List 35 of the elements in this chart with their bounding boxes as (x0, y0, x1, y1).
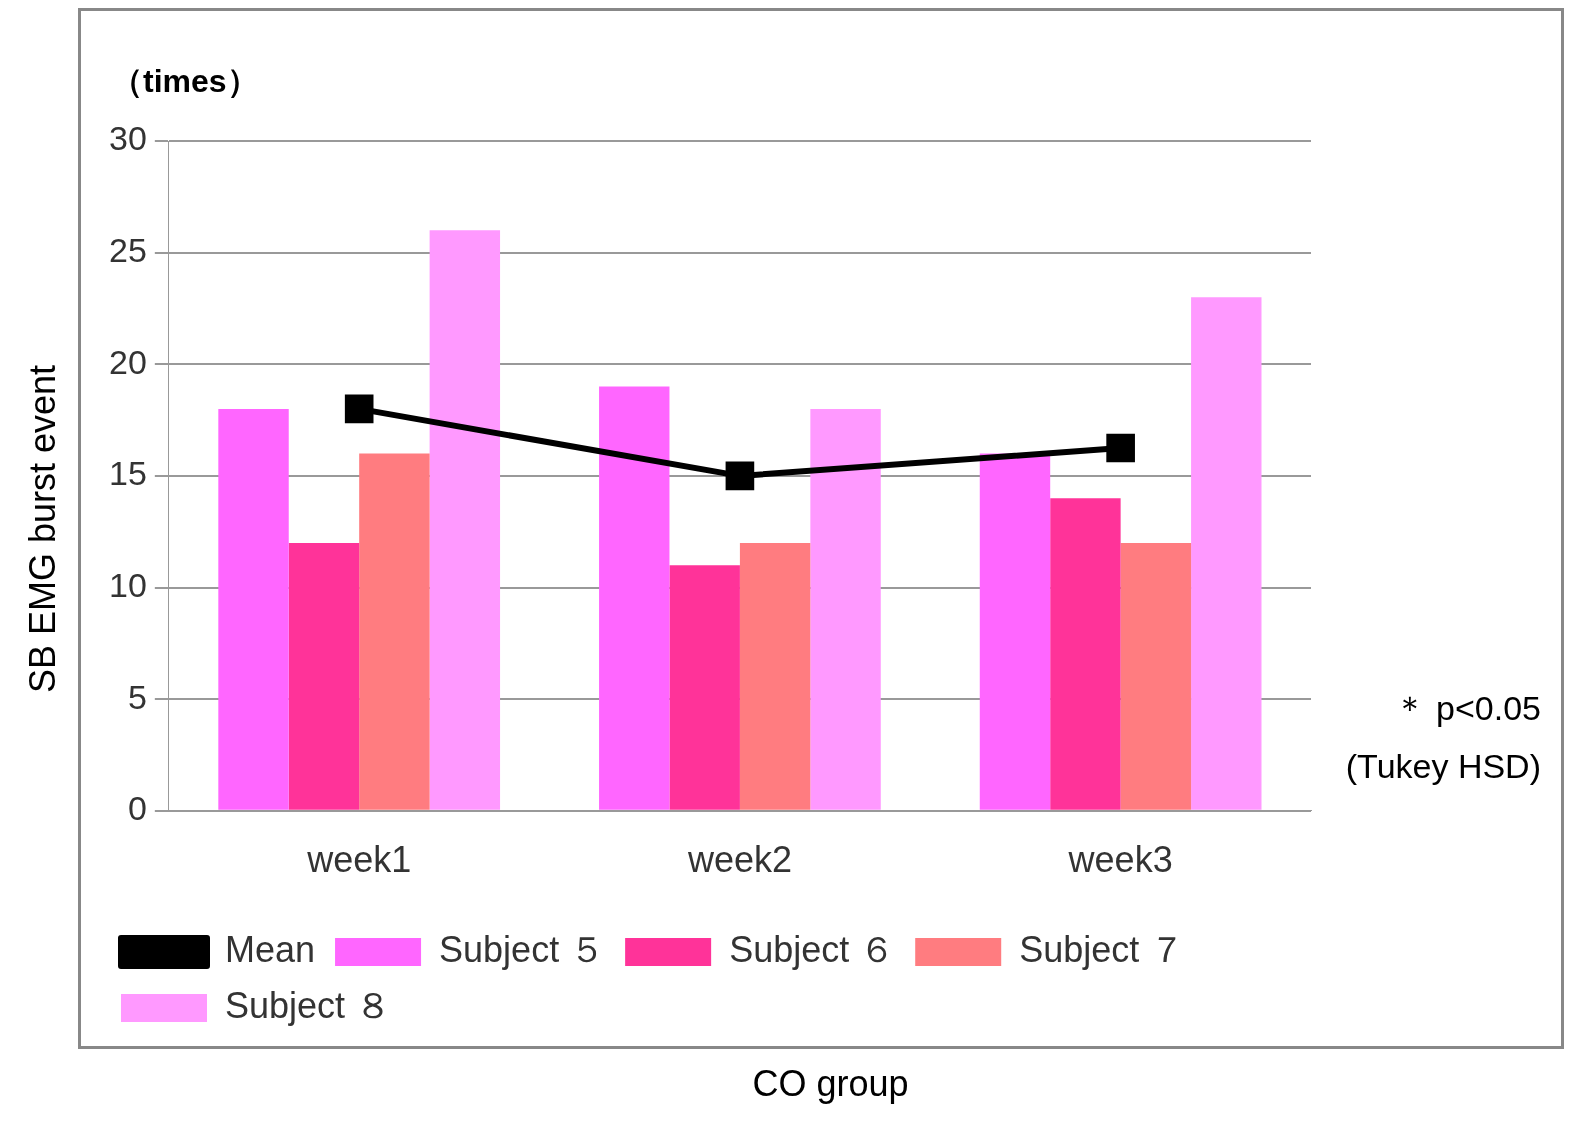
bar (1191, 297, 1262, 810)
legend-label: Subject ８ (225, 984, 392, 1026)
bar (429, 230, 501, 810)
y-tick-label: 10 (108, 565, 147, 604)
y-tick-label: 25 (108, 231, 147, 270)
point (1106, 433, 1135, 463)
bar (979, 453, 1051, 810)
y-tick-label: 0 (127, 789, 147, 828)
legend-label: Subject ７ (1019, 928, 1186, 970)
legend-label: Mean (225, 928, 316, 970)
point (344, 394, 374, 424)
text: (Tukey HSD) (1345, 747, 1541, 786)
bar (359, 453, 430, 810)
bar (599, 386, 670, 810)
bar (1050, 498, 1121, 810)
text: ＊ p<0.05 (1392, 689, 1541, 728)
bar (669, 565, 740, 810)
y-tick-label: 20 (108, 342, 147, 381)
bar (288, 542, 360, 810)
point (725, 461, 755, 491)
y-tick-label: 15 (108, 454, 147, 493)
bar (810, 408, 881, 810)
bar (1120, 542, 1192, 810)
y-tick-label: 5 (127, 677, 147, 716)
text: （times） (111, 62, 259, 99)
y-tick-label: 30 (108, 119, 147, 158)
legend-label: Subject ５ (439, 928, 606, 970)
bar (218, 408, 289, 810)
text: CO group (751, 1063, 910, 1105)
legend-label: Subject ６ (729, 928, 896, 970)
x-tick-label: week1 (306, 839, 412, 881)
bar (739, 542, 811, 810)
x-tick-label: week3 (1067, 839, 1173, 881)
x-tick-label: week2 (686, 839, 792, 881)
y-axis-title: SB EMG burst event (22, 364, 64, 693)
